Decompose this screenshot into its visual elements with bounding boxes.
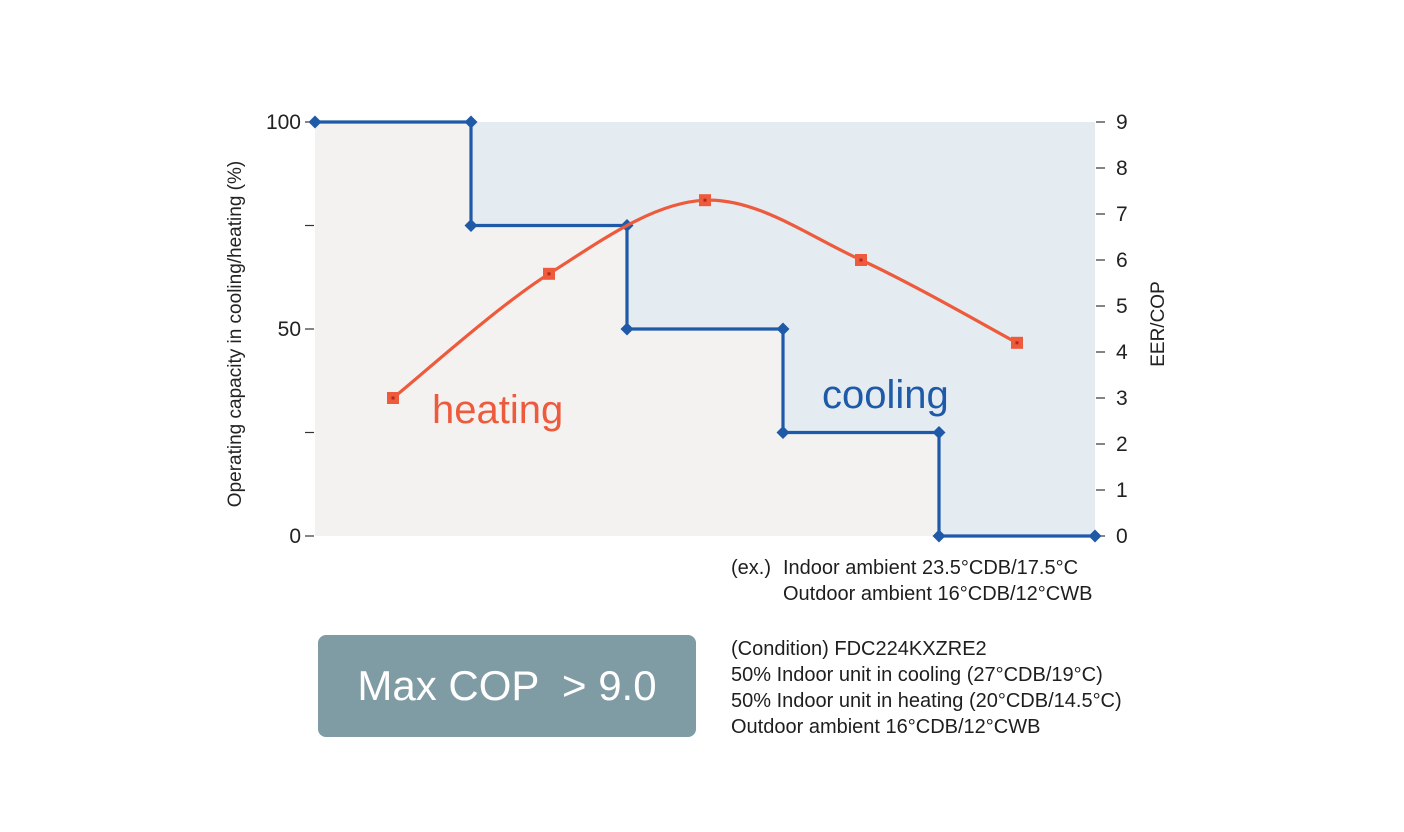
- cooling-point: [464, 115, 478, 129]
- cooling-point: [1088, 529, 1102, 543]
- right-tick-label: 3: [1116, 387, 1128, 410]
- right-tick-label: 2: [1116, 433, 1128, 456]
- heating-point-center: [703, 198, 707, 202]
- max-cop-badge: Max COP > 9.0: [318, 635, 696, 737]
- left-tick-label: 100: [266, 111, 301, 134]
- condition-line-3: 50% Indoor unit in heating (20°CDB/14.5°…: [731, 690, 1122, 712]
- cooling-point: [308, 115, 322, 129]
- heating-series-label: heating: [432, 388, 563, 432]
- cooling-point: [464, 219, 478, 232]
- right-tick-label: 6: [1116, 249, 1128, 272]
- right-tick-label: 4: [1116, 341, 1128, 364]
- condition-line-4: Outdoor ambient 16°CDB/12°CWB: [731, 716, 1041, 738]
- condition-line-1: (Condition) FDC224KXZRE2: [731, 638, 987, 660]
- heating-point-center: [1015, 341, 1019, 345]
- heating-point-center: [391, 396, 395, 400]
- example-prefix: (ex.): [731, 557, 771, 579]
- cooling-point: [620, 322, 634, 336]
- left-tick-label: 0: [289, 525, 301, 548]
- example-line-1: Indoor ambient 23.5°CDB/17.5°C: [783, 557, 1079, 579]
- right-axis: 0 1 2 3 4 5 6 7 8 9: [1096, 111, 1128, 548]
- condition-line-2: 50% Indoor unit in cooling (27°CDB/19°C): [731, 664, 1103, 686]
- heating-point-center: [547, 272, 551, 276]
- heating-point-center: [859, 258, 863, 262]
- series-layer: [308, 115, 1102, 543]
- right-tick-label: 5: [1116, 295, 1128, 318]
- left-axis-label: Operating capacity in cooling/heating (%…: [225, 161, 246, 507]
- cooling-point: [776, 322, 790, 336]
- right-axis-label: EER/COP: [1148, 281, 1169, 367]
- example-line-2: Outdoor ambient 16°CDB/12°CWB: [783, 583, 1093, 605]
- cooling-series-label: cooling: [822, 373, 949, 417]
- left-axis: 0 50 100: [266, 111, 314, 548]
- max-cop-text: Max COP > 9.0: [357, 662, 657, 709]
- right-tick-label: 1: [1116, 479, 1128, 502]
- cooling-point: [932, 426, 946, 439]
- left-tick-label: 50: [278, 318, 301, 341]
- cooling-line: [315, 120, 1095, 538]
- capacity-cop-chart: 0 50 100 0 1 2 3 4 5 6 7 8 9 Operating capacity in …: [225, 111, 1169, 548]
- right-tick-label: 7: [1116, 203, 1128, 226]
- cooling-point: [932, 529, 946, 543]
- cooling-point: [776, 426, 790, 439]
- right-tick-label: 0: [1116, 525, 1128, 548]
- right-tick-label: 9: [1116, 111, 1128, 134]
- right-tick-label: 8: [1116, 157, 1128, 180]
